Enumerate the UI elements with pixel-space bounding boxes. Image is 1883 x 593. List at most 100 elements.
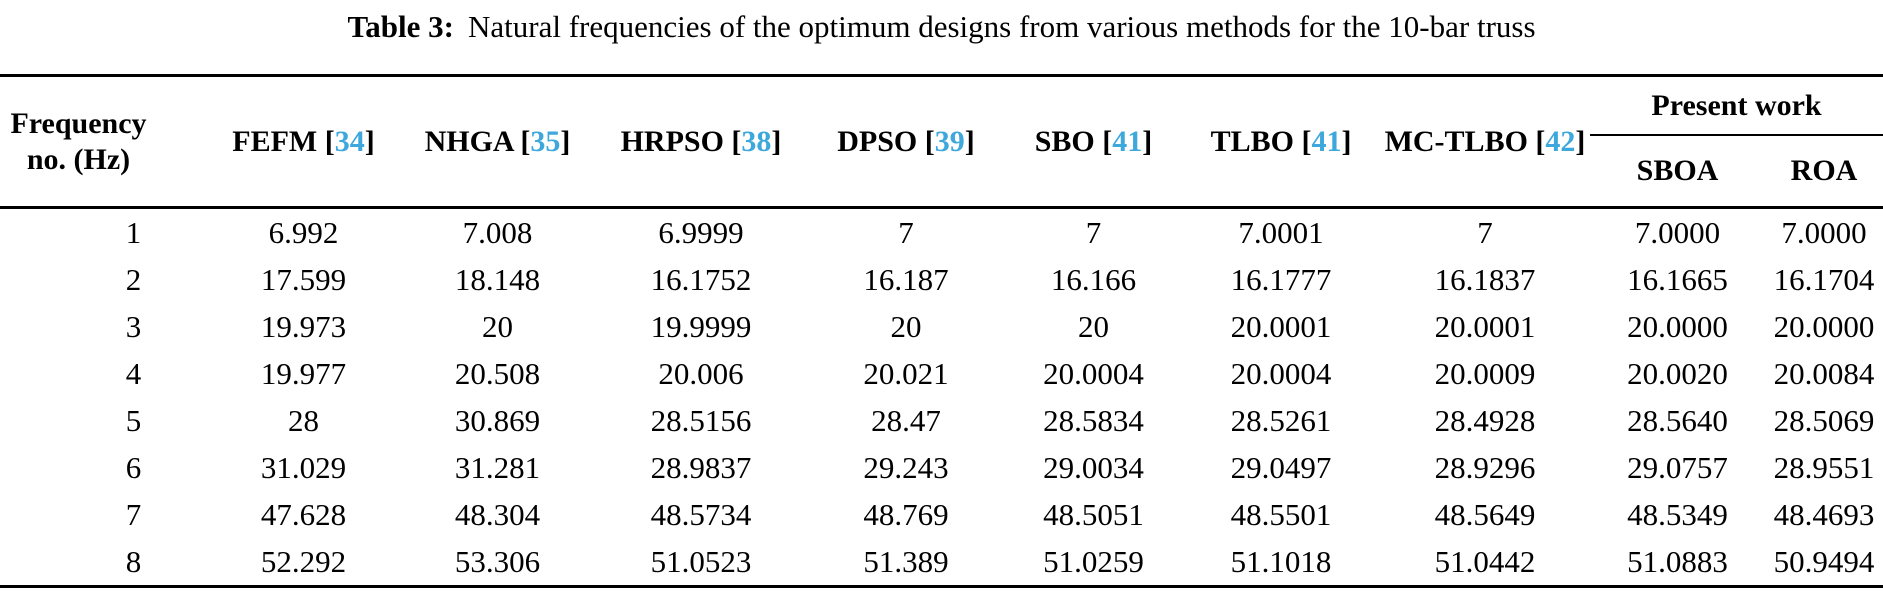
cell-value: 50.9494 [1773,543,1875,579]
cell-value: 28.9296 [1434,449,1536,485]
cell-value: 47.628 [260,496,347,532]
table-row: 5 28 30.869 28.5156 28.47 28.5834 28.5261 28.49… [0,397,1883,444]
table-row: 2 17.599 18.148 16.1752 16.187 16.166 16.1777 1… [0,256,1883,303]
table-row: 3 19.973 20 19.9999 20 20 20.0001 20.0001 20.000… [0,303,1883,350]
cell-value: 48.769 [863,496,949,532]
cell-value: 28 [288,402,319,438]
table-row: 8 52.292 53.306 51.0523 51.389 51.0259 51.1018… [0,538,1883,587]
cell-value: 48.304 [454,496,541,532]
method-name: HRPSO [620,124,724,158]
cell-value: 20.021 [863,355,949,391]
cell-value: 31.029 [260,449,347,485]
cell-value: 28.9837 [650,449,752,485]
citation-link-35[interactable]: 35 [530,124,561,158]
cell-value: 51.0259 [1043,543,1144,579]
method-name: NHGA [424,124,513,158]
cell-value: 48.5051 [1043,496,1144,532]
table-row: 6 31.029 31.281 28.9837 29.243 29.0034 29.0497… [0,444,1883,491]
table-caption-label: Table 3: [347,9,454,44]
cell-value: 28.9551 [1773,449,1875,485]
cell-value: 48.4693 [1773,496,1875,532]
cell-value: 16.1777 [1230,261,1332,297]
cell-value: 20.0001 [1434,308,1536,344]
cell-value: 18.148 [454,261,541,297]
cell-value: 20 [890,308,922,344]
table-row: 4 19.977 20.508 20.006 20.021 20.0004 20.0004 2… [0,350,1883,397]
header-present-work: Present work [1590,75,1883,136]
cell-value: 20.0020 [1627,355,1728,391]
citation-bracket: ] [1575,124,1586,158]
cell-value: 20.0009 [1434,355,1536,391]
cell-value: 7.0001 [1182,206,1380,256]
method-name: DPSO [837,124,918,158]
cell-value: 48.5649 [1434,496,1536,532]
cell-value: 31.281 [454,449,541,485]
citation-link-42[interactable]: 42 [1545,124,1576,158]
header-method-mc-tlbo: MC-TLBO [42] [1380,76,1590,208]
citation-bracket: ] [364,124,375,158]
header-method-hrpso: HRPSO [38] [595,76,807,208]
citation-bracket: ] [964,124,975,158]
cell-value: 7.008 [400,206,595,256]
table-header: Frequency no. (Hz) FEFM [34] NHGA [35] HRPS… [0,75,1883,208]
citation-bracket: [ [924,124,935,158]
citation-link-34[interactable]: 34 [334,124,365,158]
cell-frequency-no: 1 [0,206,207,256]
cell-value: 29.0034 [1043,449,1144,485]
table-row: 7 47.628 48.304 48.5734 48.769 48.5051 48.5501… [0,491,1883,538]
cell-value: 6.9999 [595,206,807,256]
cell-value: 16.166 [1050,261,1137,297]
method-name: MC-TLBO [1384,124,1528,158]
cell-value: 48.5501 [1230,496,1332,532]
citation-link-39[interactable]: 39 [934,124,965,158]
cell-value: 19.977 [260,355,347,391]
cell-value: 7.0000 [1590,206,1765,256]
citation-bracket: ] [560,124,571,158]
cell-value: 20.0000 [1627,308,1728,344]
cell-value: 48.5349 [1627,496,1728,532]
cell-value: 20.0004 [1230,355,1332,391]
citation-link-38[interactable]: 38 [741,124,772,158]
cell-value: 51.0442 [1434,543,1536,579]
table-caption-text: Natural frequencies of the optimum desig… [468,9,1536,44]
cell-value: 28.47 [871,402,941,438]
cell-value: 28.5261 [1230,402,1332,438]
cell-value: 20 [482,308,513,344]
cell-value: 20 [1078,308,1109,344]
header-method-nhga: NHGA [35] [400,76,595,208]
cell-value: 28.5069 [1773,402,1875,438]
citation-bracket: [ [731,124,742,158]
cell-value: 29.0757 [1627,449,1728,485]
citation-bracket: ] [771,124,782,158]
cell-value: 16.187 [863,261,949,297]
citation-link-41[interactable]: 41 [1311,124,1342,158]
cell-value: 51.1018 [1230,543,1332,579]
header-sub-sboa: SBOA [1636,154,1719,187]
citation-bracket: [ [520,124,531,158]
header-method-fefm: FEFM [34] [207,76,400,208]
cell-value: 20.0084 [1773,355,1875,391]
results-table: Frequency no. (Hz) FEFM [34] NHGA [35] HRPS… [0,74,1883,588]
cell-frequency-no: 3 [125,308,142,344]
cell-value: 20.0001 [1230,308,1332,344]
cell-frequency-no: 5 [125,402,142,438]
citation-bracket: [ [1102,124,1113,158]
table-caption: Table 3: Natural frequencies of the optim… [0,8,1883,47]
cell-value: 53.306 [454,543,541,579]
cell-value: 20.0000 [1773,308,1875,344]
table-body: 1 6.992 7.008 6.9999 7 7 7.0001 7 7.0000 7.0000 2 1… [0,206,1883,587]
header-method-sbo: SBO [41] [1005,76,1182,208]
cell-value: 28.5834 [1043,402,1144,438]
cell-value: 16.1704 [1773,261,1875,297]
header-frequency-no: Frequency no. (Hz) [10,106,147,176]
method-name: TLBO [1210,124,1294,158]
citation-bracket: ] [1341,124,1352,158]
cell-value: 51.0883 [1627,543,1728,579]
citation-bracket: [ [1301,124,1312,158]
citation-bracket: ] [1142,124,1153,158]
cell-value: 51.0523 [650,543,752,579]
cell-value: 19.973 [260,308,347,344]
citation-link-41[interactable]: 41 [1112,124,1143,158]
cell-value: 16.1665 [1627,261,1728,297]
